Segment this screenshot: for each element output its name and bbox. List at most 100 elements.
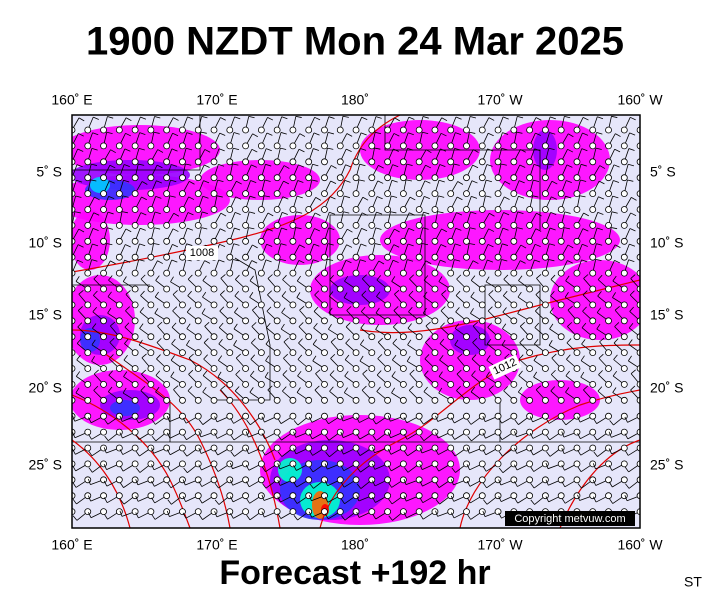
- station: [273, 380, 281, 388]
- station: [352, 126, 360, 134]
- station: [131, 206, 139, 213]
- barb-flag: [252, 244, 258, 249]
- barb-flag: [488, 228, 495, 232]
- barb-flag: [372, 480, 376, 487]
- barb-flag: [391, 276, 396, 282]
- barb-flag: [77, 244, 84, 248]
- barb-flag: [377, 337, 383, 343]
- barb-flag: [471, 195, 478, 199]
- barb-flag: [408, 132, 414, 136]
- barb-flag: [455, 290, 461, 296]
- lon-label: 170˚ E: [196, 537, 237, 553]
- station: [179, 508, 186, 516]
- station: [147, 317, 155, 325]
- barb-flag: [203, 164, 210, 168]
- station: [573, 333, 581, 341]
- barb-flag: [582, 228, 589, 232]
- station: [289, 285, 297, 293]
- rain-blob: [533, 130, 557, 170]
- barb-flag: [281, 227, 288, 231]
- station: [226, 301, 234, 309]
- barb-flag: [502, 116, 509, 120]
- station: [494, 126, 502, 134]
- left-labels: 5˚ S 10˚ S 15˚ S 20˚ S 25˚ S: [29, 164, 62, 473]
- barb-flag: [172, 228, 179, 232]
- station: [478, 460, 486, 468]
- station: [84, 476, 92, 484]
- barb-flag: [455, 227, 462, 231]
- station: [352, 285, 360, 293]
- station: [131, 253, 139, 261]
- barb-flag: [504, 353, 510, 359]
- barb-flag: [391, 387, 396, 394]
- barb-flag: [93, 274, 99, 280]
- lat-label: 5˚ S: [36, 164, 62, 180]
- station: [605, 396, 612, 404]
- station: [399, 444, 407, 452]
- barb-flag: [629, 306, 634, 312]
- barb-flag: [293, 448, 297, 455]
- station: [242, 253, 249, 261]
- station: [179, 237, 186, 245]
- barb-flag: [75, 387, 80, 394]
- station: [494, 142, 502, 150]
- station: [163, 460, 171, 468]
- station: [589, 365, 597, 372]
- barb-flag: [598, 370, 603, 375]
- barb-flag: [624, 466, 629, 473]
- barb-flag: [189, 181, 195, 185]
- barb-flag: [375, 307, 380, 314]
- barb-flag: [233, 132, 240, 135]
- station: [368, 444, 376, 452]
- barb-flag: [109, 180, 115, 184]
- barb-flag: [551, 180, 558, 185]
- barb-flag: [309, 450, 313, 456]
- barb-flag: [188, 353, 194, 359]
- barb-staff: [639, 208, 640, 210]
- barb-flag: [361, 116, 368, 121]
- station: [305, 190, 313, 198]
- barb-flag: [518, 180, 525, 184]
- barb-flag: [232, 259, 239, 262]
- station: [131, 190, 139, 198]
- station: [100, 158, 107, 166]
- barb-flag: [455, 116, 462, 120]
- station: [557, 301, 565, 309]
- station: [415, 174, 423, 182]
- station: [179, 365, 186, 372]
- station: [494, 269, 502, 277]
- barb-flag: [234, 116, 241, 120]
- barb-flag: [155, 370, 161, 376]
- station: [384, 206, 392, 213]
- station: [573, 492, 581, 500]
- station: [163, 285, 171, 293]
- station: [163, 492, 171, 500]
- station: [589, 174, 597, 182]
- barb-flag: [324, 513, 329, 520]
- station: [321, 190, 328, 198]
- barb-flag: [624, 416, 628, 423]
- station: [131, 333, 139, 341]
- barb-flag: [407, 148, 414, 151]
- station: [257, 412, 265, 420]
- station: [226, 380, 234, 388]
- station: [384, 380, 392, 388]
- barb-flag: [122, 387, 127, 394]
- barb-flag: [502, 307, 507, 313]
- station: [321, 221, 328, 229]
- station: [305, 206, 313, 213]
- barb-flag: [454, 259, 461, 262]
- lat-label: 5˚ S: [650, 164, 676, 180]
- barb-flag: [597, 291, 602, 297]
- station: [84, 396, 92, 404]
- station: [321, 508, 328, 516]
- barb-flag: [596, 243, 603, 246]
- barb-flag: [314, 385, 320, 391]
- station: [463, 508, 470, 516]
- station: [321, 158, 328, 166]
- barb-flag: [374, 147, 381, 150]
- station: [131, 444, 139, 452]
- barb-flag: [245, 481, 250, 487]
- station: [463, 380, 470, 388]
- barb-flag: [422, 131, 429, 134]
